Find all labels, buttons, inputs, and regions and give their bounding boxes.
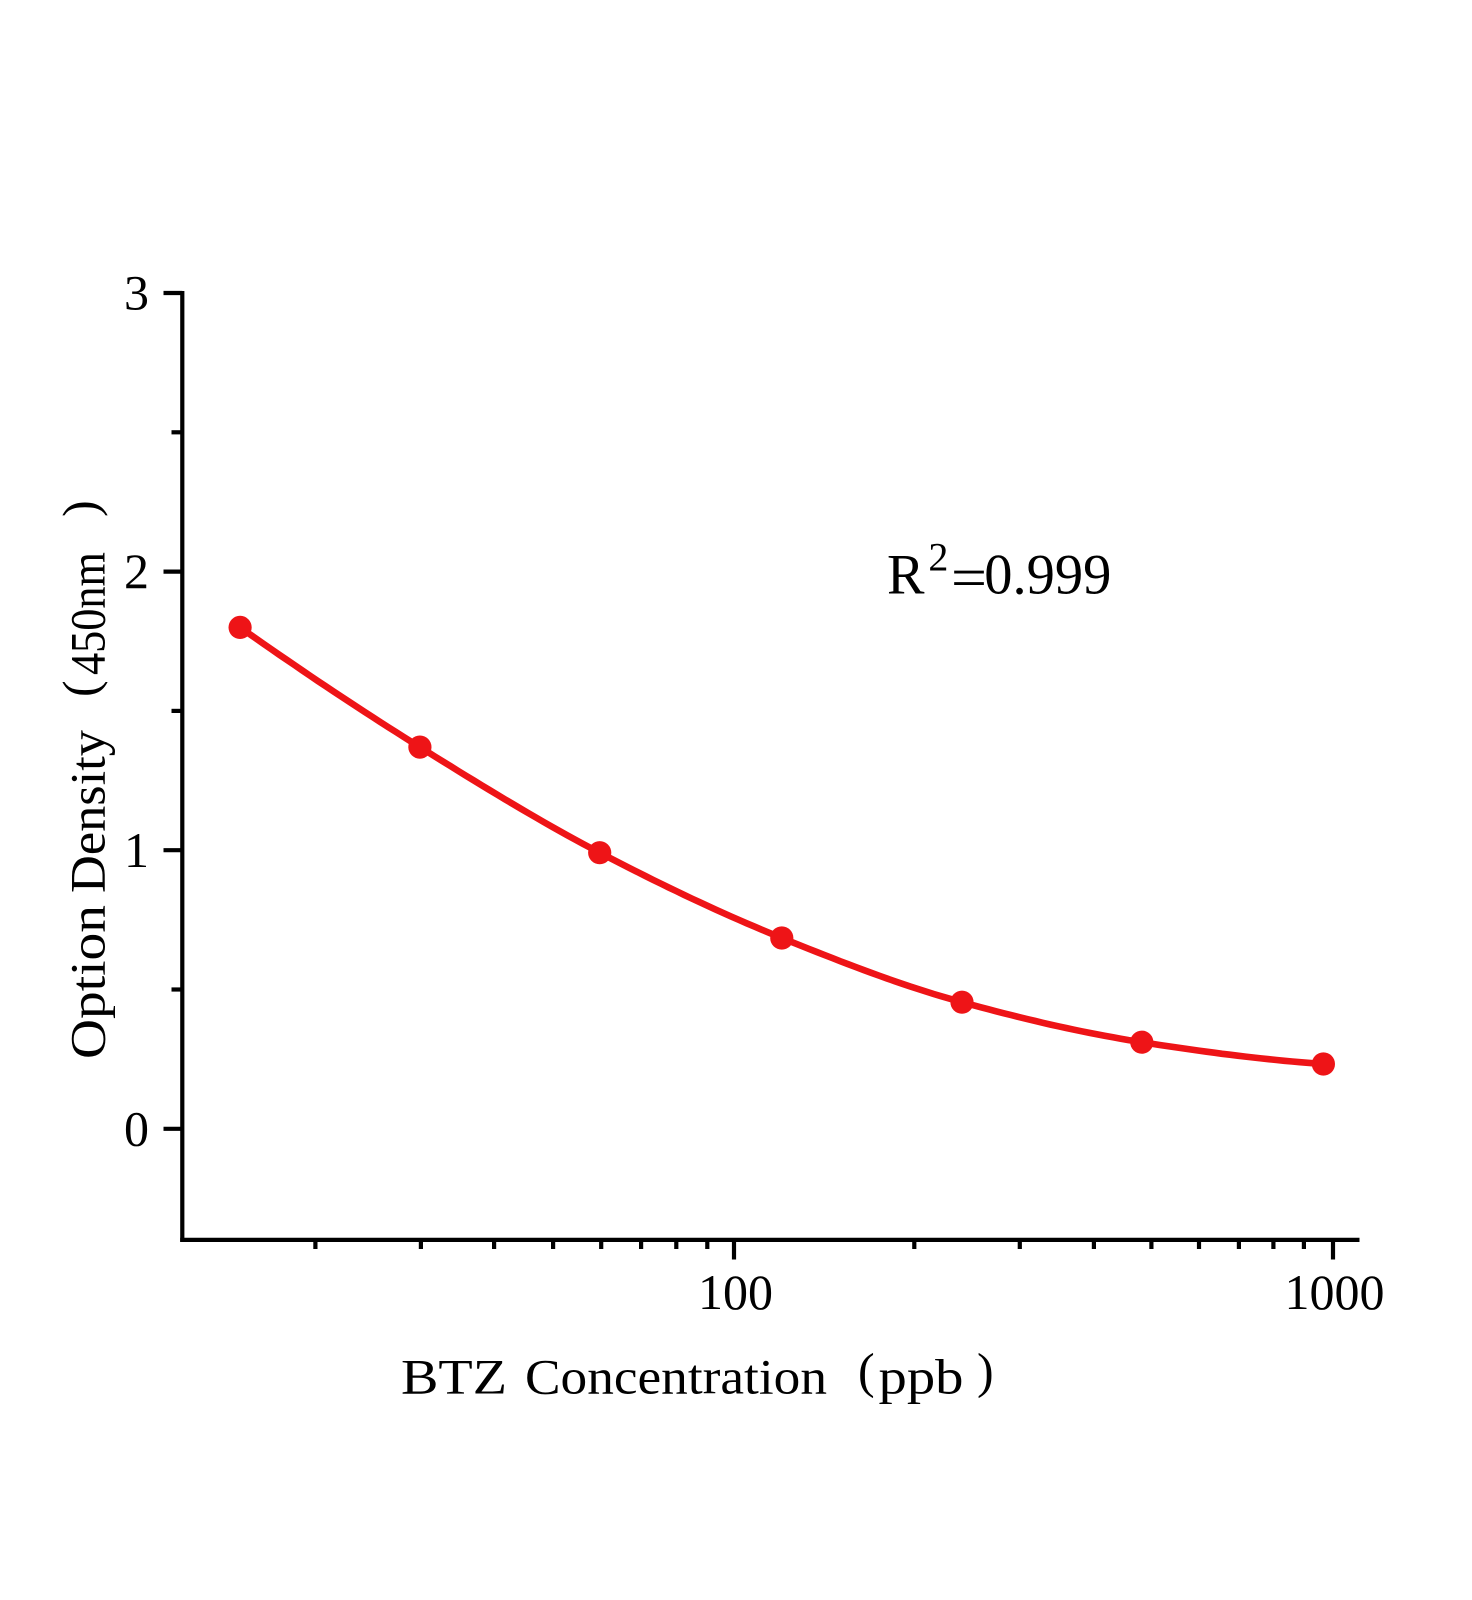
svg-text:1: 1 (124, 822, 149, 878)
svg-text:0: 0 (124, 1100, 149, 1156)
svg-text:100: 100 (698, 1264, 773, 1320)
svg-text:OptionDensity(450nm): OptionDensity(450nm) (52, 500, 116, 1059)
svg-text:3: 3 (124, 265, 149, 321)
svg-text:1000: 1000 (1285, 1264, 1385, 1320)
svg-text:R2=0.999: R2=0.999 (887, 535, 1111, 611)
svg-text:2: 2 (124, 543, 149, 599)
